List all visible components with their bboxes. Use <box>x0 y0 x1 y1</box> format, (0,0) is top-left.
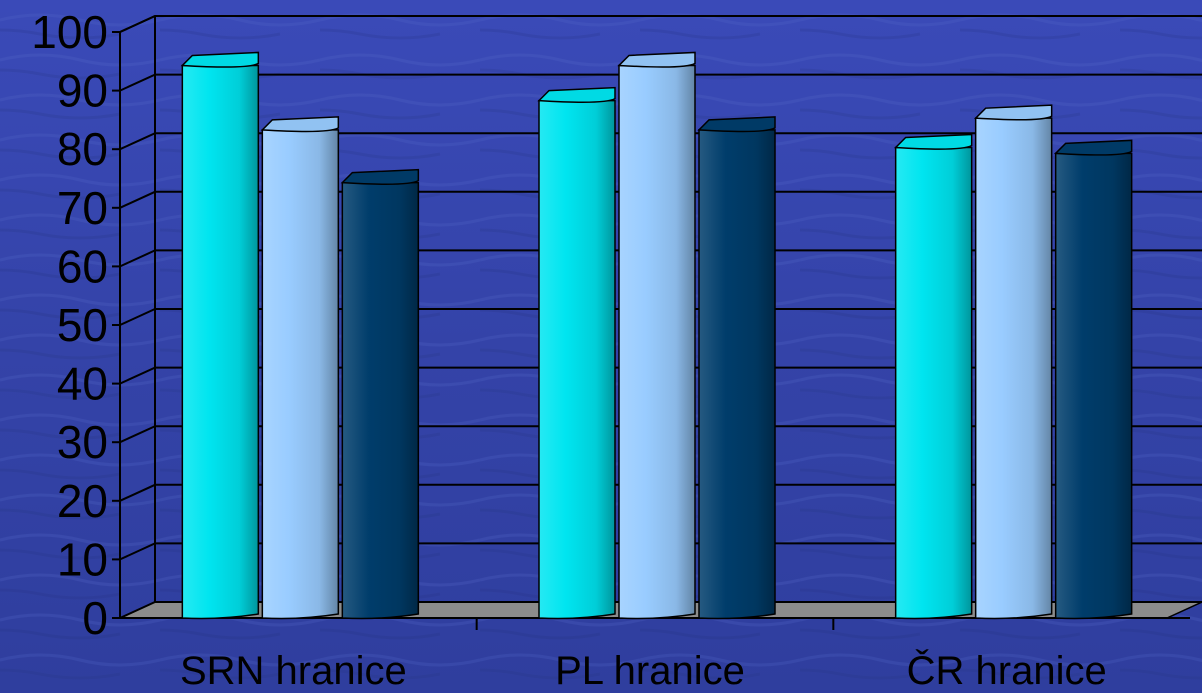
bar-top <box>260 116 340 133</box>
bar <box>973 104 1053 620</box>
bar-body <box>261 129 340 620</box>
bar <box>697 116 776 620</box>
y-axis-tick-label: 10 <box>57 533 108 585</box>
y-axis-tick-label: 90 <box>57 65 108 117</box>
bar-body <box>538 99 616 620</box>
y-axis-tick-label: 50 <box>57 299 108 351</box>
bars <box>180 51 1133 620</box>
bar-top <box>537 86 616 103</box>
y-axis-tick-label: 0 <box>82 592 108 644</box>
bar-top <box>180 51 260 68</box>
y-axis-tick-labels: 0 10 20 30 40 50 60 70 80 90 100 <box>31 6 108 644</box>
bar <box>260 116 340 620</box>
bar-body <box>698 129 776 620</box>
y-axis-tick-label: 70 <box>57 182 108 234</box>
bar <box>537 86 616 620</box>
bar-body <box>894 146 973 620</box>
bar-top <box>893 133 973 150</box>
side-wall-top-edge <box>119 15 156 33</box>
bar <box>340 168 420 620</box>
bar <box>893 133 973 620</box>
bar-top <box>697 116 776 133</box>
bar-body <box>974 117 1053 620</box>
y-axis-tick-label: 60 <box>57 240 108 292</box>
bar-body <box>618 64 696 620</box>
bar-body <box>1054 152 1133 620</box>
y-axis-tick-label: 20 <box>57 475 108 527</box>
x-axis-tick-label: SRN hranice <box>180 649 407 693</box>
y-axis-tick-label: 30 <box>57 416 108 468</box>
x-axis-tick-label: ČR hranice <box>907 648 1107 693</box>
bar <box>180 51 260 620</box>
bar-body <box>341 181 420 620</box>
bar-top <box>340 168 420 185</box>
y-axis-tick-label: 40 <box>57 358 108 410</box>
bar-top <box>1053 139 1133 156</box>
bar-body <box>181 64 260 620</box>
x-axis-tick-label: PL hranice <box>555 649 745 693</box>
x-axis-tick-labels: SRN hranice PL hranice ČR hranice <box>180 648 1107 693</box>
bar <box>617 51 696 620</box>
bar <box>1053 139 1133 620</box>
y-axis-tick-label: 80 <box>57 123 108 175</box>
y-axis-tick-label: 100 <box>31 6 108 58</box>
bar-top <box>973 104 1053 121</box>
bar-top <box>617 51 696 68</box>
